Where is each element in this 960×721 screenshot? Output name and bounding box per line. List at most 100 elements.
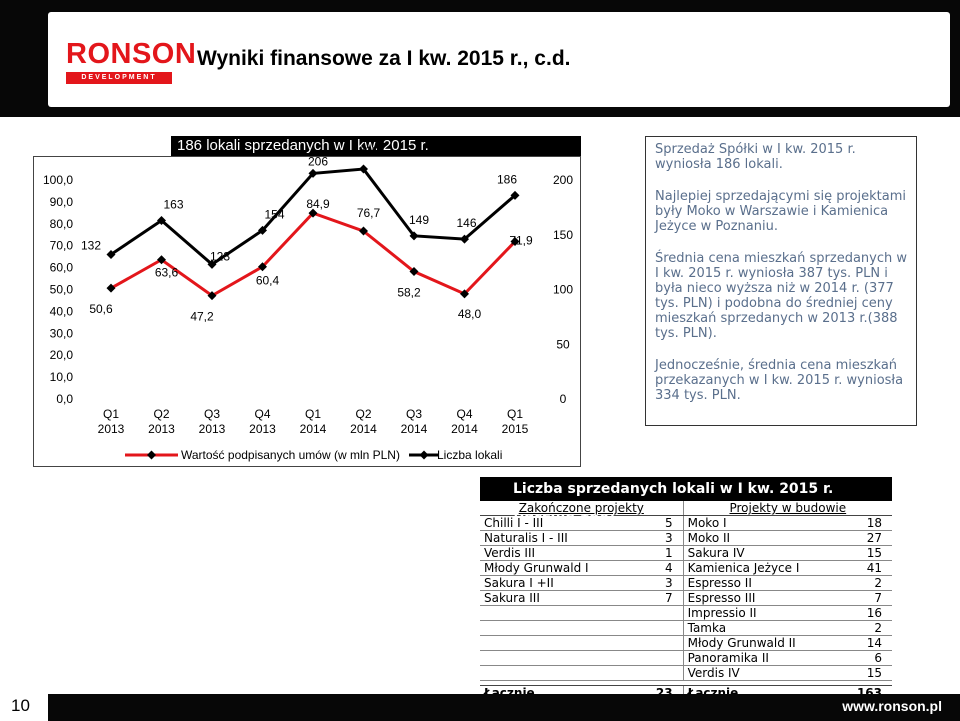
y-left-tick-label: 0,0 [56,392,73,406]
sales-chart: 186 lokali sprzedanych w I kw. 2015 r. 0… [33,136,581,467]
x-tick-label: Q3 [406,407,422,421]
table-row: Impressio II 16 [480,605,892,621]
table-row: Sakura I +II 3 Espresso II 2 [480,575,892,591]
y-left-tick-label: 60,0 [50,261,74,275]
table-title: Liczba sprzedanych lokali w I kw. 2015 r… [480,477,892,521]
ongoing-project-name: Moko I [682,515,839,531]
commentary-sales: Sprzedaż Spółki w I kw. 2015 r. wyniosła… [655,142,856,172]
completed-project-count [630,635,684,651]
ongoing-project-count: 6 [838,650,892,666]
completed-project-count [630,665,684,681]
x-tick-label: 2014 [401,422,428,436]
series-marker [207,291,217,301]
units-data-label: 186 [497,172,517,186]
x-tick-label: Q1 [103,407,119,421]
y-left-tick-label: 80,0 [50,217,74,231]
completed-project-name: Verdis III [480,545,631,561]
x-tick-label: Q1 [305,407,321,421]
x-tick-label: 2014 [300,422,327,436]
completed-project-name [480,635,631,651]
value-data-label: 60,4 [256,274,280,288]
x-tick-label: 2015 [502,422,529,436]
series-marker [510,190,520,200]
series-marker [359,226,368,236]
units-data-label: 163 [163,198,183,212]
units-data-label: 210 [358,144,378,158]
series-marker [157,216,166,226]
table-row: Naturalis I - III 3 Moko II 27 [480,530,892,546]
sales-table: Liczba sprzedanych lokali w I kw. 2015 r… [480,477,892,701]
series-marker [359,164,368,174]
table-row: Młody Grunwald II 14 [480,635,892,651]
chart-canvas: 0,0 10,0 20,0 30,0 40,0 50,0 60,0 70,0 80,0 90,0 1… [33,144,581,467]
page-number: 10 [11,696,30,715]
ongoing-project-count: 15 [838,545,892,561]
commentary-box: Sprzedaż Spółki w I kw. 2015 r. wyniosła… [645,136,917,426]
completed-project-count: 1 [630,545,684,561]
x-tick-label: 2013 [249,422,276,436]
ongoing-project-name: Młody Grunwald II [682,635,839,651]
series-marker [308,208,318,218]
completed-project-name [480,605,631,621]
series-marker [308,168,318,178]
table-row: Chilli I - III 5 Moko I 18 [480,515,892,531]
value-data-label: 48,0 [458,307,482,321]
x-tick-label: Q4 [254,407,270,421]
completed-project-name: Sakura III [480,590,631,606]
value-data-label: 58,2 [397,286,421,300]
y-left-tick-label: 90,0 [50,195,74,209]
ongoing-project-count: 15 [838,665,892,681]
y-left-tick-label: 40,0 [50,304,74,318]
completed-project-count: 3 [630,575,684,591]
table-row: Verdis IV 15 [480,665,892,681]
units-data-label: 149 [409,213,429,227]
ongoing-project-name: Panoramika II [682,650,839,666]
completed-project-name: Chilli I - III [480,515,631,531]
completed-project-count [630,650,684,666]
commentary-handover-price: Jednocześnie, średnia cena mieszkań prze… [655,358,904,403]
ongoing-project-name: Kamienica Jeżyce I [682,560,839,576]
commentary-avg-price: Średnia cena mieszkań sprzedanych w I kw… [655,251,907,341]
value-data-label: 76,7 [357,206,381,220]
x-tick-label: Q4 [456,407,472,421]
completed-project-name [480,650,631,666]
units-data-label: 154 [264,207,284,221]
completed-project-name [480,665,631,681]
x-tick-label: 2014 [350,422,377,436]
page-title: Wyniki finansowe za I kw. 2015 r., c.d. [197,47,571,70]
x-tick-label: Q3 [204,407,220,421]
completed-project-name: Młody Grunwald I [480,560,631,576]
ongoing-project-count: 18 [838,515,892,531]
y-left-tick-label: 100,0 [43,173,73,187]
table-row: Panoramika II 6 [480,650,892,666]
series-marker [510,237,520,247]
page-number-box [0,688,48,721]
y-right-tick-label: 200 [553,173,573,187]
completed-project-name: Naturalis I - III [480,530,631,546]
table-row: Tamka 2 [480,620,892,636]
ongoing-project-count: 7 [838,590,892,606]
completed-project-count [630,605,684,621]
legend-label-value: Wartość podpisanych umów (w mln PLN) [181,448,400,462]
website-link[interactable]: www.ronson.pl [842,698,942,714]
series-marker [460,234,469,244]
units-data-label: 132 [81,238,101,252]
series-marker [409,267,419,277]
chart-frame [33,156,581,467]
y-right-tick-label: 100 [553,283,573,297]
ongoing-project-name: Espresso III [682,590,839,606]
sales-table-grid: Zakończone projekty Projekty w budowie C… [480,501,892,701]
series-line-value [110,211,517,298]
ongoing-project-name: Moko II [682,530,839,546]
value-data-label: 84,9 [306,197,330,211]
completed-project-count: 4 [630,560,684,576]
ongoing-project-count: 2 [838,575,892,591]
completed-project-name: Sakura I +II [480,575,631,591]
ongoing-project-name: Verdis IV [682,665,839,681]
ongoing-project-count: 14 [838,635,892,651]
value-data-label: 50,6 [89,302,113,316]
header-panel: RONSON DEVELOPMENT Wyniki finansowe za I… [48,12,950,107]
units-data-label: 146 [456,216,476,230]
x-tick-label: Q2 [355,407,371,421]
x-tick-label: 2013 [199,422,226,436]
